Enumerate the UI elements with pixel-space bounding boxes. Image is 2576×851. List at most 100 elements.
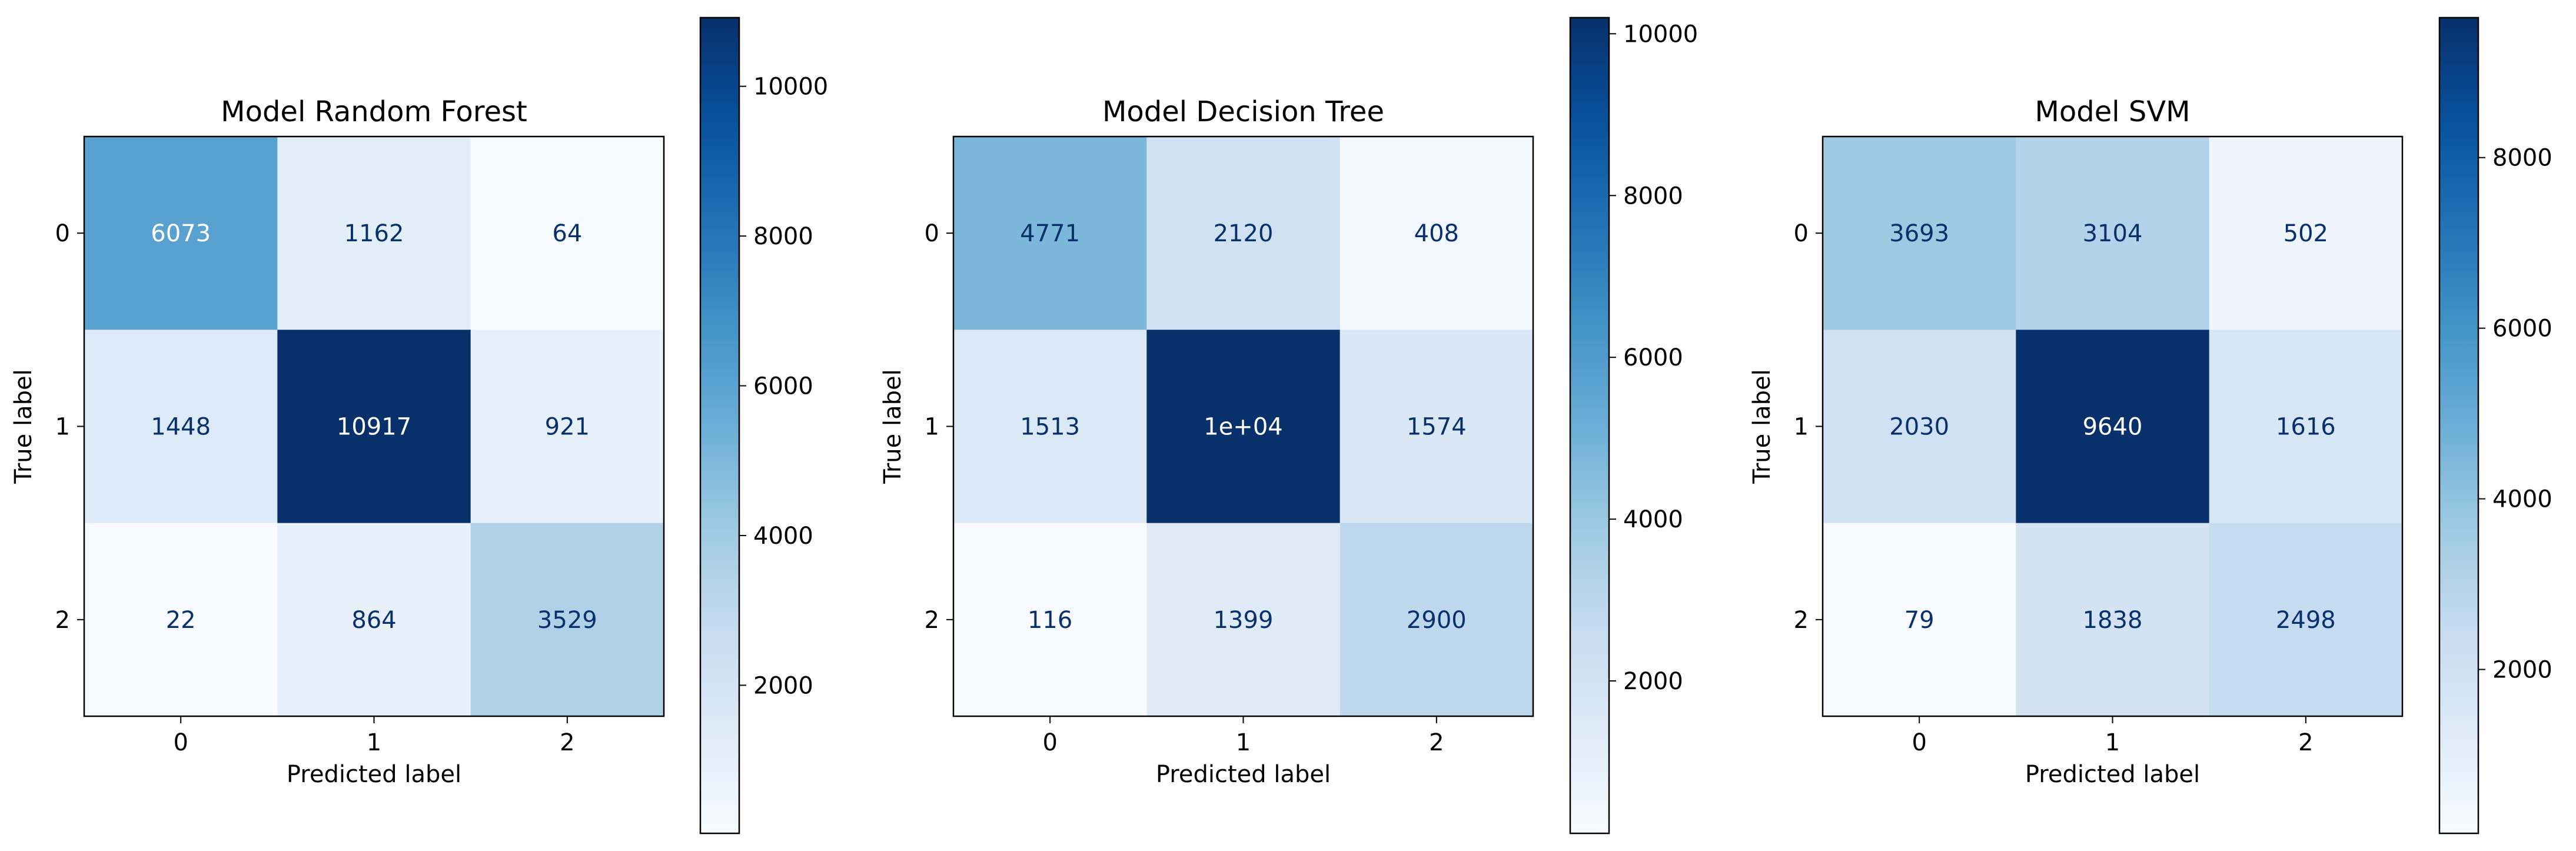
cell-value-label-r0-c0: 4771 [1020,220,1080,247]
cell-value-label-r2-c1: 1838 [2083,607,2143,634]
heatmap-cell-r0-c2 [1339,137,1534,330]
cell-value-label-r0-c2: 64 [552,220,582,247]
x-tick-label-1: 1 [1236,729,1251,756]
y-axis-label: True label [879,369,906,484]
heatmap-cell-r1-c2 [2209,330,2403,524]
cell-value-label-r1-c2: 1574 [1407,414,1467,441]
x-tick-label-1: 1 [2105,729,2120,756]
y-axis-label: True label [10,369,37,484]
heatmap-cell-r0-c0 [84,137,278,330]
cell-value-label-r1-c2: 1616 [2276,414,2336,441]
heatmap-cell-r1-c0 [84,330,278,524]
colorbar-tick-label-2: 6000 [1623,344,1683,371]
heatmap-cell-r0-c1 [2016,137,2210,330]
cell-value-label-r0-c0: 6073 [151,220,211,247]
cell-value-label-r1-c1: 9640 [2083,414,2143,441]
heatmap-panel-1: 4771 2120 408 1513 1e+04 1574 116 1399 2900 0 1 2 0 1… [879,16,1698,835]
y-axis-label: True label [1749,369,1776,484]
x-tick-label-0: 0 [1912,729,1926,756]
cell-value-label-r1-c0: 2030 [1889,414,1949,441]
colorbar-tick-label-1: 4000 [1623,506,1683,533]
heatmap-cell-r1-c1 [277,330,471,524]
cell-value-label-r1-c2: 921 [545,414,590,441]
cell-value-label-r0-c1: 2120 [1214,220,1274,247]
heatmap-cell-r1-c1 [1146,330,1341,524]
cell-value-label-r2-c2: 3529 [537,607,597,634]
x-axis-label: Predicted label [1156,761,1331,788]
colorbar-tick-label-3: 8000 [1623,182,1683,210]
heatmap-cell-r2-c0 [84,523,278,717]
heatmap-cell-r2-c0 [953,523,1147,717]
heatmap-cell-r2-c0 [1823,523,2016,717]
heatmap-cell-r1-c1 [2016,330,2210,524]
x-tick-label-1: 1 [367,729,381,756]
y-tick-label-2: 2 [55,607,70,634]
x-tick-label-2: 2 [1429,729,1444,756]
heatmap-cell-r2-c2 [1339,523,1534,717]
heatmap-cell-r1-c2 [470,330,664,524]
cell-value-label-r1-c0: 1513 [1020,414,1080,441]
heatmap-cell-r1-c2 [1339,330,1534,524]
heatmap-cell-r0-c2 [2209,137,2403,330]
colorbar-tick-label-4: 10000 [1623,21,1698,48]
chart-title: Model Decision Tree [1102,95,1384,128]
cell-value-label-r0-c1: 3104 [2083,220,2143,247]
cell-value-label-r1-c1: 10917 [337,414,411,441]
cell-value-label-r0-c2: 408 [1414,220,1459,247]
y-tick-label-2: 2 [1794,607,1809,634]
heatmap-cell-r1-c0 [953,330,1147,524]
cell-value-label-r0-c2: 502 [2284,220,2328,247]
x-tick-label-2: 2 [2298,729,2313,756]
x-axis-label: Predicted label [287,761,461,788]
cell-value-label-r1-c1: 1e+04 [1204,414,1282,441]
colorbar-tick-label-1: 4000 [753,523,813,550]
y-tick-label-0: 0 [55,220,70,247]
heatmap-cell-r0-c0 [1823,137,2016,330]
colorbar [2438,16,2479,835]
heatmap-cell-r0-c2 [470,137,664,330]
y-tick-label-0: 0 [925,220,939,247]
cell-value-label-r2-c0: 116 [1028,607,1072,634]
heatmap-panel-0: 6073 1162 64 1448 10917 921 22 864 3529 0 1 2 0 1 2 Mod… [10,16,828,835]
cell-value-label-r2-c2: 2498 [2276,607,2336,634]
colorbar-tick-label-0: 2000 [2492,657,2552,684]
y-tick-label-1: 1 [55,414,70,441]
heatmap-cell-r0-c1 [277,137,471,330]
heatmap-cell-r0-c1 [1146,137,1341,330]
colorbar-tick-label-2: 6000 [2492,315,2552,343]
chart-title: Model Random Forest [221,95,527,128]
colorbar [699,16,740,835]
heatmap-cell-r2-c2 [2209,523,2403,717]
heatmap-cell-r0-c0 [953,137,1147,330]
x-tick-label-0: 0 [173,729,188,756]
cell-value-label-r2-c0: 22 [166,607,196,634]
colorbar-tick-label-2: 6000 [753,373,813,400]
cell-value-label-r2-c1: 1399 [1214,607,1274,634]
colorbar-tick-label-1: 4000 [2492,486,2552,513]
cell-value-label-r2-c1: 864 [351,607,396,634]
colorbar-tick-label-0: 2000 [1623,668,1683,695]
cell-value-label-r0-c1: 1162 [344,220,404,247]
heatmap-cell-r2-c1 [277,523,471,717]
heatmap-panel-2: 3693 3104 502 2030 9640 1616 79 1838 2498 0 1 2 0 1 2 M… [1749,16,2552,835]
heatmap-cell-r2-c1 [1146,523,1341,717]
heatmap-cell-r1-c0 [1823,330,2016,524]
y-tick-label-1: 1 [1794,414,1809,441]
x-tick-label-0: 0 [1042,729,1057,756]
y-tick-label-0: 0 [1794,220,1809,247]
y-tick-label-2: 2 [925,607,939,634]
heatmap-cell-r2-c2 [470,523,664,717]
chart-title: Model SVM [2035,95,2190,128]
colorbar-tick-label-4: 10000 [753,74,828,101]
y-tick-label-1: 1 [925,414,939,441]
colorbar [1569,16,1610,835]
colorbar-tick-label-0: 2000 [753,672,813,699]
x-tick-label-2: 2 [560,729,574,756]
cell-value-label-r2-c0: 79 [1904,607,1935,634]
colorbar-tick-label-3: 8000 [753,223,813,250]
x-axis-label: Predicted label [2025,761,2200,788]
cell-value-label-r1-c0: 1448 [151,414,211,441]
cell-value-label-r2-c2: 2900 [1407,607,1467,634]
